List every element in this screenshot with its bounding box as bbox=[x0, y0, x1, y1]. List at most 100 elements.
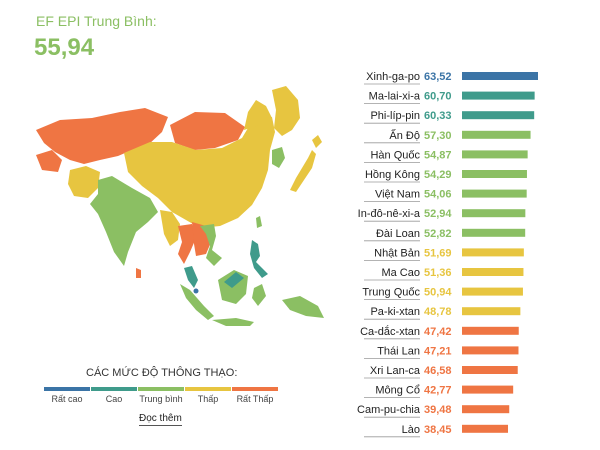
legend-label: Rất Thấp bbox=[236, 394, 274, 404]
legend-swatch bbox=[91, 387, 137, 391]
bar bbox=[462, 366, 518, 374]
map-region-myanmar bbox=[160, 210, 180, 246]
bar-category-label: Trung Quốc bbox=[362, 287, 420, 299]
bar bbox=[462, 111, 535, 120]
map-region-borneo-north bbox=[224, 272, 244, 288]
map-region-india[interactable] bbox=[90, 176, 158, 266]
bar-category-label: Pa-ki-xtan bbox=[370, 306, 420, 318]
bar bbox=[462, 287, 523, 296]
legend-level: Trung bình bbox=[138, 387, 184, 404]
legend-label: Cao bbox=[105, 394, 123, 404]
map-region-russia-east bbox=[272, 86, 300, 136]
bar bbox=[462, 91, 535, 100]
bar-value-label: 51,69 bbox=[424, 247, 452, 259]
bar-category-label: Ca-dắc-xtan bbox=[360, 325, 420, 338]
bar-category-label: In-đô-nê-xi-a bbox=[358, 208, 421, 220]
map-region-sri-lanka[interactable] bbox=[136, 268, 141, 278]
legend-label: Trung bình bbox=[139, 394, 183, 404]
map-region-taiwan[interactable] bbox=[256, 216, 262, 228]
bar-value-label: 50,94 bbox=[424, 287, 452, 299]
bar-value-label: 48,78 bbox=[424, 306, 452, 318]
legend-title: CÁC MỨC ĐỘ THÔNG THẠO: bbox=[86, 367, 238, 379]
legend-swatch bbox=[138, 387, 184, 391]
map-region-new-guinea bbox=[282, 296, 324, 318]
legend-level: Rất Thấp bbox=[232, 387, 278, 404]
bar bbox=[462, 170, 527, 178]
chart-title: EF EPI Trung Bình: bbox=[36, 13, 157, 29]
bar-category-label: Mông Cổ bbox=[375, 385, 420, 397]
bar bbox=[462, 189, 527, 198]
proficiency-legend: Rất cao Cao Trung bình Thấp Rất Thấp bbox=[44, 387, 279, 404]
bar-value-label: 39,48 bbox=[424, 404, 452, 416]
bar bbox=[462, 209, 526, 218]
bar bbox=[462, 268, 524, 276]
map-region-pakistan[interactable] bbox=[68, 166, 100, 198]
legend-level: Cao bbox=[91, 387, 137, 404]
legend-swatch bbox=[232, 387, 278, 391]
legend-label: Rất cao bbox=[51, 394, 83, 404]
bar-category-label: Nhật Bản bbox=[374, 247, 420, 259]
legend-level: Rất cao bbox=[44, 387, 90, 404]
bar-category-label: Lào bbox=[402, 424, 420, 436]
asia-map bbox=[36, 86, 324, 326]
bar-value-label: 54,87 bbox=[424, 149, 452, 161]
bar-value-label: 63,52 bbox=[424, 71, 452, 83]
bar-category-label: Thái Lan bbox=[377, 345, 420, 357]
map-region-japan[interactable] bbox=[290, 150, 316, 192]
bar-value-label: 52,94 bbox=[424, 208, 452, 220]
bar-category-label: Hồng Kông bbox=[365, 169, 420, 181]
bar bbox=[462, 150, 528, 159]
map-region-sulawesi bbox=[252, 284, 266, 306]
bar-value-label: 38,45 bbox=[424, 424, 452, 436]
bar bbox=[462, 405, 510, 414]
bar-category-label: Hàn Quốc bbox=[370, 149, 420, 161]
bar-value-label: 47,42 bbox=[424, 326, 452, 338]
bar-value-label: 42,77 bbox=[424, 385, 452, 397]
bar-value-label: 57,30 bbox=[424, 130, 452, 142]
map-region-java bbox=[212, 318, 254, 326]
legend-label: Thấp bbox=[197, 394, 219, 404]
bar bbox=[462, 385, 514, 394]
bar-value-label: 60,70 bbox=[424, 91, 452, 103]
bar-category-label: Ma Cao bbox=[381, 267, 420, 279]
bar bbox=[462, 307, 521, 316]
map-region-japan-north bbox=[312, 135, 322, 148]
bar-category-label: Cam-pu-chia bbox=[357, 404, 421, 416]
map-region-kazakhstan[interactable] bbox=[36, 108, 168, 164]
map-region-malaysia[interactable] bbox=[184, 266, 198, 288]
bar-category-label: Đài Loan bbox=[376, 228, 420, 240]
map-region-vietnam[interactable] bbox=[200, 224, 222, 266]
bar-value-label: 54,06 bbox=[424, 189, 452, 201]
map-region-china[interactable] bbox=[124, 117, 275, 228]
bar-category-label: Ấn Độ bbox=[389, 129, 420, 142]
bar-category-label: Xinh-ga-po bbox=[366, 71, 420, 83]
map-region-philippines[interactable] bbox=[250, 240, 268, 278]
average-score: 55,94 bbox=[34, 34, 95, 61]
bar-category-label: Ma-lai-xi-a bbox=[369, 91, 421, 103]
bar bbox=[462, 326, 519, 335]
read-more-link[interactable]: Đọc thêm bbox=[139, 413, 182, 426]
bar bbox=[462, 424, 509, 433]
bar-value-label: 60,33 bbox=[424, 110, 452, 122]
map-region-thailand[interactable] bbox=[178, 224, 196, 264]
map-region-central-asia bbox=[36, 150, 62, 172]
legend-swatch bbox=[44, 387, 90, 391]
bar-value-label: 46,58 bbox=[424, 365, 452, 377]
legend-level: Thấp bbox=[185, 387, 231, 404]
bar bbox=[462, 72, 538, 80]
bar-value-label: 54,29 bbox=[424, 169, 452, 181]
bar-category-label: Xri Lan-ca bbox=[370, 365, 421, 377]
bar-value-label: 51,36 bbox=[424, 267, 452, 279]
map-region-korea[interactable] bbox=[272, 147, 285, 168]
bar bbox=[462, 346, 519, 355]
map-region-singapore[interactable] bbox=[193, 288, 199, 294]
bar-category-label: Phi-líp-pin bbox=[370, 110, 420, 122]
map-region-mongolia[interactable] bbox=[170, 112, 245, 150]
map-region-sumatra bbox=[180, 284, 214, 320]
legend-swatch bbox=[185, 387, 231, 391]
bar bbox=[462, 248, 524, 257]
bar-value-label: 47,21 bbox=[424, 345, 452, 357]
bar-value-label: 52,82 bbox=[424, 228, 452, 240]
bar bbox=[462, 130, 531, 139]
bar bbox=[462, 228, 526, 237]
